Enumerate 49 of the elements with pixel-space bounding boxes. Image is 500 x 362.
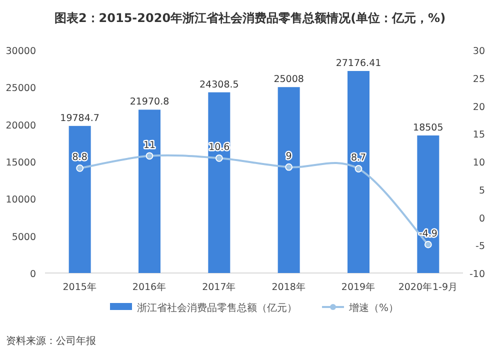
y2-tick-label: 15 (472, 130, 485, 141)
data-label: 11 (143, 140, 156, 151)
point (76, 164, 84, 172)
data-label: 21970.8 (130, 96, 170, 108)
point (146, 152, 154, 160)
point (215, 154, 223, 162)
y-tick-label: 30000 (6, 46, 36, 57)
x-tick-label: 2017年 (202, 281, 236, 293)
y-tick-label: 5000 (12, 232, 36, 243)
point (285, 163, 293, 171)
y2-tick-label: -10 (469, 269, 485, 280)
chart-title: 图表2：2015-2020年浙江省社会消费品零售总额情况(单位：亿元，%) (54, 11, 446, 25)
y2-tick-label: 25 (472, 74, 485, 85)
y-tick-label: 25000 (6, 83, 36, 94)
bar (208, 92, 230, 273)
y2-tick-label: 10 (472, 158, 485, 168)
data-label: 24308.5 (200, 79, 239, 90)
bar (417, 135, 440, 273)
legend-label: 浙江省社会消费品零售总额（亿元） (137, 302, 297, 314)
legend-label: 增速（%） (348, 302, 399, 314)
y2-tick-label: 20 (472, 102, 485, 113)
bar (138, 110, 160, 273)
data-label: 25008 (274, 74, 304, 86)
data-label: 18505 (413, 122, 444, 134)
point (354, 165, 362, 172)
data-label: 10.6 (208, 142, 230, 154)
y2-tick-label: 30 (472, 46, 485, 57)
data-label: 27176.41 (336, 58, 382, 69)
y-tick-label: 15000 (6, 158, 36, 168)
data-label: 8.7 (350, 152, 366, 164)
y-tick-label: 20000 (6, 120, 36, 132)
point (424, 240, 432, 248)
bar (68, 126, 91, 273)
x-tick-label: 2018年 (272, 281, 306, 293)
x-tick-label: 2020年1-9月 (398, 281, 458, 293)
data-label: 9 (286, 151, 292, 162)
bar (348, 70, 370, 273)
x-tick-label: 2015年 (62, 281, 97, 293)
data-label: 8.8 (72, 152, 88, 164)
y2-tick-label: -5 (476, 241, 485, 252)
data-label: 19784.7 (60, 112, 100, 124)
text: 资料来源：公司年报 (6, 335, 96, 347)
x-tick-label: 2016年 (132, 281, 167, 293)
bar (278, 87, 300, 273)
y-tick-label: 0 (30, 269, 36, 280)
y2-tick-label: 0 (478, 213, 485, 224)
x-tick-label: 2019年 (341, 281, 376, 293)
y-tick-label: 10000 (6, 194, 36, 206)
y2-tick-label: 5 (478, 185, 485, 196)
